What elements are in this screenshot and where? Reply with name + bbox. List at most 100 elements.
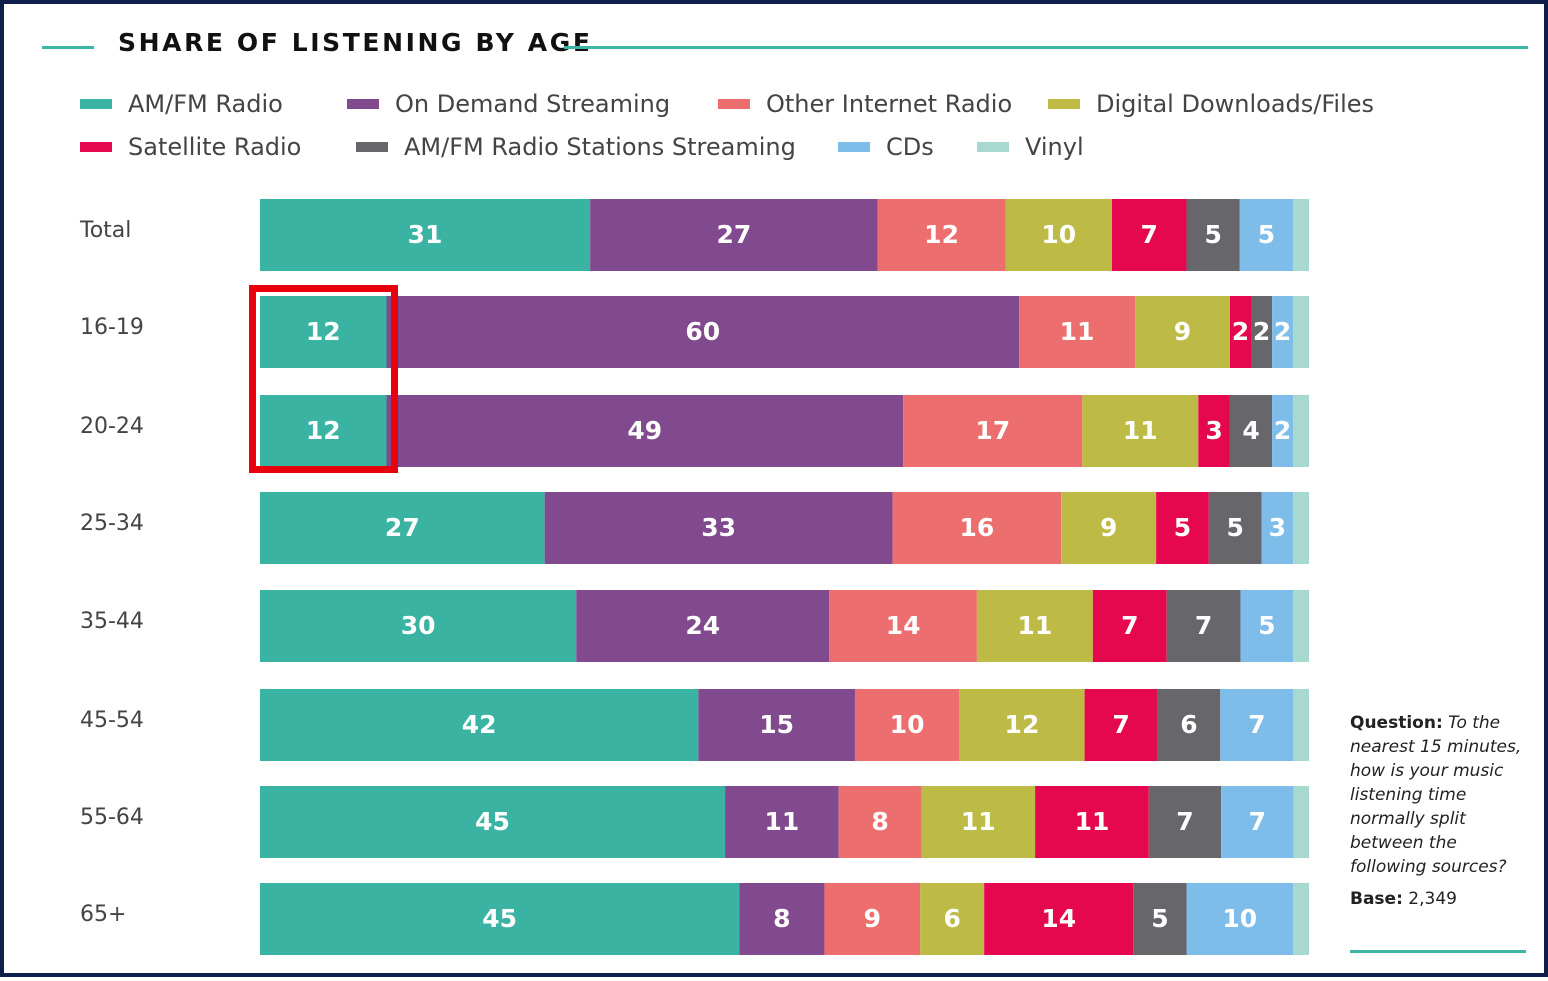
bar-45-54-am-fm-radio bbox=[260, 689, 699, 761]
bar-total-cds bbox=[1239, 199, 1294, 271]
bar-label-20-24-am-fm-radio: 12 bbox=[306, 416, 341, 445]
bar-label-25-34-cds: 3 bbox=[1269, 513, 1286, 542]
bar-25-34-cds bbox=[1261, 492, 1294, 564]
bar-label-total-am-fm-radio: 31 bbox=[408, 220, 443, 249]
bar-16-19-cds bbox=[1272, 296, 1294, 368]
bar-total-am-fm-radio bbox=[260, 199, 591, 271]
bar-35-44-other-internet-radio bbox=[829, 590, 977, 662]
bar-55-64-am-fm-radio-stations-streaming bbox=[1148, 786, 1222, 858]
bar-65-vinyl bbox=[1293, 883, 1309, 955]
bar-25-34-vinyl bbox=[1293, 492, 1309, 564]
bar-label-45-54-digital-downloads-files: 12 bbox=[1005, 710, 1040, 739]
row-label-20-24: 20-24 bbox=[80, 414, 144, 439]
bar-65-other-internet-radio bbox=[824, 883, 921, 955]
bar-55-64-vinyl bbox=[1293, 786, 1309, 858]
bar-label-45-54-am-fm-radio: 42 bbox=[462, 710, 497, 739]
bar-label-55-64-cds: 7 bbox=[1249, 807, 1266, 836]
bar-label-total-digital-downloads-files: 10 bbox=[1041, 220, 1076, 249]
bar-total-am-fm-radio-stations-streaming bbox=[1186, 199, 1240, 271]
bar-label-35-44-satellite-radio: 7 bbox=[1121, 611, 1138, 640]
legend-label: Digital Downloads/Files bbox=[1096, 90, 1375, 118]
bar-25-34-other-internet-radio bbox=[892, 492, 1062, 564]
legend-item-digital-downloads-files: Digital Downloads/Files bbox=[1048, 89, 1374, 119]
legend-label: CDs bbox=[886, 133, 934, 161]
bar-45-54-vinyl bbox=[1293, 689, 1309, 761]
bar-45-54-other-internet-radio bbox=[854, 689, 960, 761]
bar-label-16-19-on-demand-streaming: 60 bbox=[685, 317, 720, 346]
bar-16-19-satellite-radio bbox=[1229, 296, 1252, 368]
bar-label-20-24-satellite-radio: 3 bbox=[1205, 416, 1222, 445]
bar-label-total-on-demand-streaming: 27 bbox=[717, 220, 752, 249]
bar-55-64-on-demand-streaming bbox=[725, 786, 839, 858]
bar-20-24-satellite-radio bbox=[1198, 395, 1230, 467]
bar-label-55-64-am-fm-radio-stations-streaming: 7 bbox=[1176, 807, 1193, 836]
bar-16-19-am-fm-radio bbox=[260, 296, 387, 368]
bar-16-19-on-demand-streaming bbox=[386, 296, 1020, 368]
question-text: Question: To the nearest 15 minutes, how… bbox=[1350, 711, 1530, 879]
bar-label-total-satellite-radio: 7 bbox=[1141, 220, 1158, 249]
bar-label-45-54-other-internet-radio: 10 bbox=[890, 710, 925, 739]
legend: AM/FM Radio On Demand Streaming Other Inte… bbox=[4, 4, 1548, 174]
bar-label-25-34-on-demand-streaming: 33 bbox=[701, 513, 736, 542]
bar-20-24-digital-downloads-files bbox=[1082, 395, 1199, 467]
bar-label-35-44-cds: 5 bbox=[1258, 611, 1275, 640]
bar-label-55-64-satellite-radio: 11 bbox=[1075, 807, 1110, 836]
bar-35-44-vinyl bbox=[1293, 590, 1309, 662]
bar-label-total-other-internet-radio: 12 bbox=[924, 220, 959, 249]
bar-label-45-54-on-demand-streaming: 15 bbox=[759, 710, 794, 739]
bar-45-54-cds bbox=[1220, 689, 1294, 761]
bar-25-34-satellite-radio bbox=[1156, 492, 1209, 564]
bar-16-19-am-fm-radio-stations-streaming bbox=[1251, 296, 1273, 368]
bar-20-24-other-internet-radio bbox=[903, 395, 1083, 467]
bar-20-24-vinyl bbox=[1293, 395, 1309, 467]
bar-label-35-44-digital-downloads-files: 11 bbox=[1017, 611, 1052, 640]
base-value: 2,349 bbox=[1408, 889, 1457, 909]
bar-label-65-digital-downloads-files: 6 bbox=[944, 904, 961, 933]
bar-label-65-cds: 10 bbox=[1222, 904, 1257, 933]
bar-55-64-digital-downloads-files bbox=[921, 786, 1036, 858]
question-body: To the nearest 15 minutes, how is your m… bbox=[1350, 713, 1522, 877]
bar-total-vinyl bbox=[1293, 199, 1309, 271]
title-rule-right bbox=[564, 46, 1528, 49]
base-label: Base: bbox=[1350, 889, 1403, 909]
bar-label-55-64-on-demand-streaming: 11 bbox=[765, 807, 800, 836]
legend-swatch bbox=[718, 99, 750, 109]
legend-swatch bbox=[838, 142, 870, 152]
bar-25-34-am-fm-radio bbox=[260, 492, 545, 564]
bar-45-54-on-demand-streaming bbox=[698, 689, 855, 761]
legend-swatch bbox=[356, 142, 388, 152]
bar-20-24-on-demand-streaming bbox=[386, 395, 904, 467]
bar-65-am-fm-radio-stations-streaming bbox=[1133, 883, 1187, 955]
bar-label-25-34-am-fm-radio-stations-streaming: 5 bbox=[1226, 513, 1243, 542]
legend-swatch bbox=[80, 142, 112, 152]
legend-item-vinyl: Vinyl bbox=[977, 132, 1084, 162]
bar-label-65-other-internet-radio: 9 bbox=[864, 904, 881, 933]
title-rule-left bbox=[42, 46, 94, 49]
bar-label-16-19-satellite-radio: 2 bbox=[1232, 317, 1249, 346]
bar-label-20-24-am-fm-radio-stations-streaming: 4 bbox=[1242, 416, 1259, 445]
legend-label: AM/FM Radio Stations Streaming bbox=[404, 133, 796, 161]
bar-65-cds bbox=[1186, 883, 1294, 955]
legend-item-cds: CDs bbox=[838, 132, 934, 162]
bar-25-34-am-fm-radio-stations-streaming bbox=[1208, 492, 1262, 564]
bar-label-35-44-am-fm-radio-stations-streaming: 7 bbox=[1195, 611, 1212, 640]
bar-45-54-satellite-radio bbox=[1084, 689, 1158, 761]
bar-20-24-cds bbox=[1272, 395, 1294, 467]
bar-20-24-am-fm-radio-stations-streaming bbox=[1229, 395, 1273, 467]
bar-25-34-on-demand-streaming bbox=[544, 492, 893, 564]
legend-label: On Demand Streaming bbox=[395, 90, 671, 118]
bar-label-16-19-digital-downloads-files: 9 bbox=[1174, 317, 1191, 346]
bar-20-24-am-fm-radio bbox=[260, 395, 387, 467]
bar-label-25-34-am-fm-radio: 27 bbox=[385, 513, 420, 542]
legend-item-other-internet-radio: Other Internet Radio bbox=[718, 89, 1012, 119]
bar-label-65-on-demand-streaming: 8 bbox=[773, 904, 790, 933]
bar-label-16-19-other-internet-radio: 11 bbox=[1060, 317, 1095, 346]
bar-total-digital-downloads-files bbox=[1005, 199, 1112, 271]
title-row: SHARE OF LISTENING BY AGE bbox=[42, 26, 1528, 66]
bar-label-16-19-am-fm-radio: 12 bbox=[306, 317, 341, 346]
bar-label-20-24-on-demand-streaming: 49 bbox=[627, 416, 662, 445]
legend-item-on-demand-streaming: On Demand Streaming bbox=[347, 89, 670, 119]
bar-16-19-other-internet-radio bbox=[1019, 296, 1136, 368]
stacked-bar-chart: Total 31 27 12 10 7 5 516-19 12 60 11 9 2 2 220-24 12 49… bbox=[79, 199, 1309, 955]
